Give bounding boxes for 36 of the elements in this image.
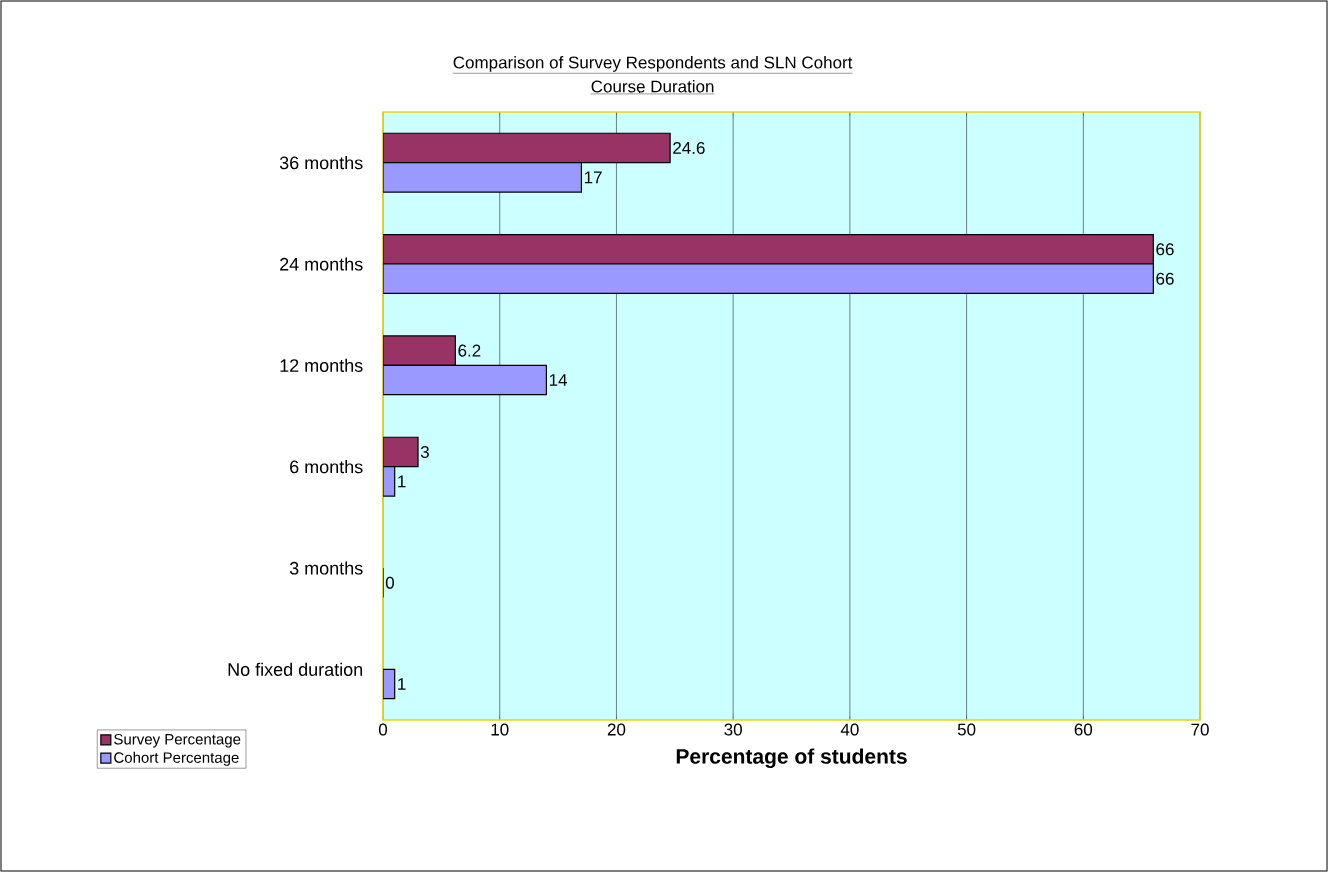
- bar: [383, 132, 671, 164]
- chart-subtitle: Course Duration: [591, 80, 714, 93]
- x-tick-label: 50: [957, 723, 976, 736]
- bar: [383, 335, 456, 366]
- y-tick-label: 12 months: [280, 358, 363, 372]
- data-label: 1: [398, 475, 406, 488]
- bar: [383, 162, 583, 193]
- y-tick-label: No fixed duration: [228, 662, 363, 676]
- data-label: 66: [1156, 243, 1174, 256]
- data-label: 1: [398, 678, 406, 690]
- x-tick-label: 0: [378, 723, 388, 736]
- data-label: 24.6: [673, 141, 705, 154]
- x-tick-label: 20: [607, 723, 626, 736]
- y-tick-label: 36 months: [279, 156, 363, 170]
- y-tick-label: 24 months: [280, 257, 363, 271]
- bar: [383, 436, 419, 468]
- x-tick-label: 60: [1074, 723, 1093, 736]
- y-tick-label: 6 months: [290, 460, 363, 474]
- data-label: 3: [420, 445, 429, 458]
- chart-title: Comparison of Survey Respondents and SLN Cohort: [453, 56, 853, 72]
- x-axis-title: Percentage of students: [676, 748, 907, 769]
- legend-label: Survey Percentage: [114, 733, 241, 748]
- x-tick-label: 10: [491, 723, 509, 736]
- bar: [383, 263, 1154, 294]
- data-label: 0: [385, 576, 394, 589]
- x-tick-label: 70: [1191, 723, 1209, 736]
- x-tick-label: 30: [724, 723, 742, 736]
- data-label: 17: [584, 171, 602, 184]
- data-label: 6.2: [458, 344, 481, 357]
- x-tick-label: 40: [840, 723, 859, 736]
- bar: [383, 364, 548, 396]
- data-label: 14: [549, 374, 568, 386]
- y-tick-label: 3 months: [289, 561, 363, 575]
- legend-label: Cohort Percentage: [114, 751, 239, 766]
- bar: [383, 234, 1154, 265]
- data-label: 66: [1156, 272, 1174, 285]
